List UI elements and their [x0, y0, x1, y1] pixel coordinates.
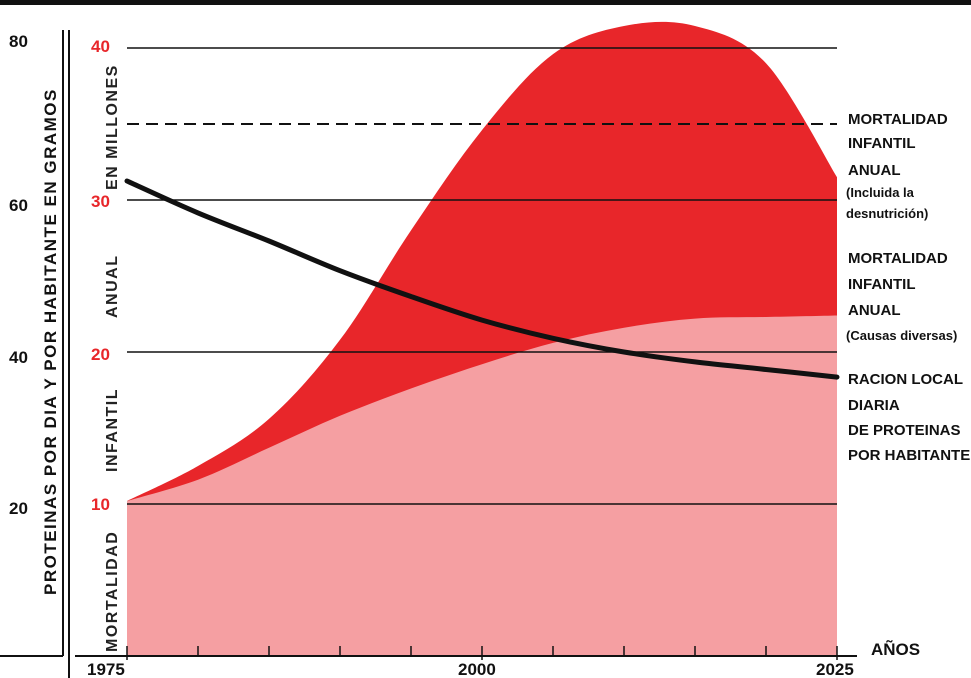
legend-diversas-line: ANUAL: [848, 302, 901, 319]
legend-total-line: ANUAL: [848, 162, 901, 179]
mortality-tick-label: 10: [91, 495, 110, 514]
legend-total-note: desnutrición): [846, 206, 928, 221]
mortality-axis-title-word: MORTALIDAD: [104, 531, 121, 652]
left-tick-label: 20: [9, 499, 28, 518]
legend-racion-line: DIARIA: [848, 397, 900, 414]
mortality-axis-title-word: INFANTIL: [104, 388, 121, 472]
mortality-tick-label: 20: [91, 345, 110, 364]
legend-racion-line: POR HABITANTE: [848, 447, 970, 464]
left-axis-title: PROTEINAS POR DIA Y POR HABITANTE EN GRA…: [41, 88, 60, 595]
left-tick-label: 60: [9, 196, 28, 215]
mortality-axis-title-word: EN MILLONES: [104, 64, 121, 190]
mortality-tick-label: 40: [91, 37, 110, 56]
legend-diversas-line: INFANTIL: [848, 276, 916, 293]
legend-total-note: (Incluida la: [846, 185, 915, 200]
mortality-diverse-area: [127, 315, 837, 656]
left-tick-label: 40: [9, 348, 28, 367]
legend-racion-line: RACION LOCAL: [848, 371, 963, 388]
protein-ration-line: [124, 178, 840, 380]
mortality-tick-label: 30: [91, 192, 110, 211]
legend-total-line: INFANTIL: [848, 135, 916, 152]
legend-diversas-note: (Causas diversas): [846, 328, 957, 343]
top-border: [0, 0, 971, 5]
legend-racion-line: DE PROTEINAS: [848, 422, 961, 439]
left-tick-label: 80: [9, 32, 28, 51]
x-tick-label: 2025: [816, 660, 854, 678]
mortality-axis-title-word: ANUAL: [104, 255, 121, 319]
x-tick-label: 1975: [87, 660, 125, 678]
x-tick-label: 2000: [458, 660, 496, 678]
x-axis-title: AÑOS: [871, 639, 920, 659]
legend-total-line: MORTALIDAD: [848, 111, 948, 128]
legend-diversas-line: MORTALIDAD: [848, 250, 948, 267]
